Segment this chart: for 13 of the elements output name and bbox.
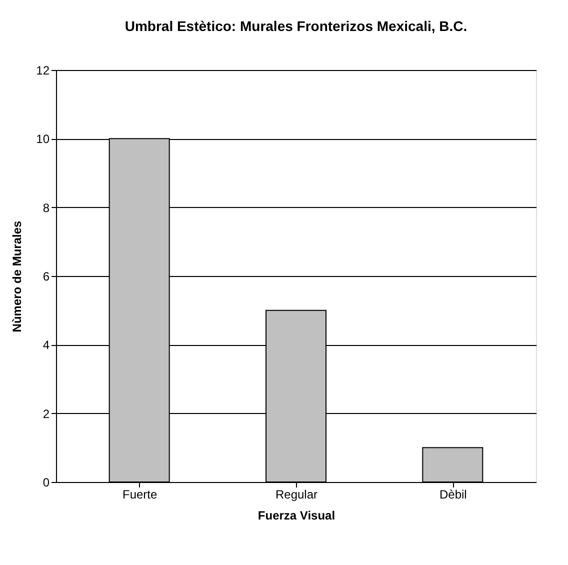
- x-tick-label: Dèbil: [439, 488, 467, 502]
- x-tick-label: Regular: [275, 488, 318, 502]
- x-axis-title: Fuerza Visual: [258, 508, 336, 522]
- y-tick-label: 4: [42, 338, 50, 352]
- y-tick-label: 2: [42, 406, 50, 421]
- y-axis-title: Nùmero de Murales: [10, 220, 24, 332]
- y-tick-label: 12: [36, 64, 50, 78]
- y-tick-label: 0: [42, 476, 50, 490]
- x-tick-label: Fuerte: [122, 488, 158, 502]
- chart-title: Umbral Estètico: Murales Fronterizos Mexicali, B.C.: [124, 18, 468, 34]
- y-tick-label: 6: [42, 270, 50, 284]
- y-tick-label: 10: [36, 132, 50, 146]
- y-tick-label: 8: [42, 200, 50, 215]
